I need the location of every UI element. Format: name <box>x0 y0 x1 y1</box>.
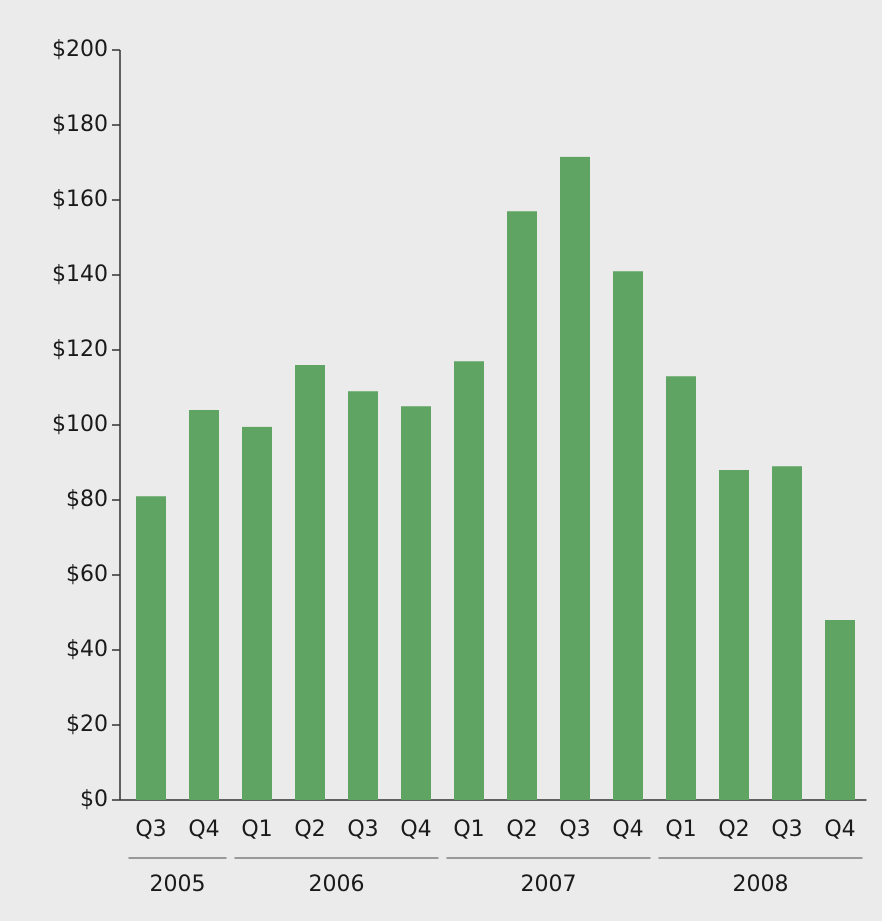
bar <box>719 470 749 800</box>
bar <box>242 426 272 800</box>
x-tick-label: Q4 <box>612 817 643 842</box>
bar <box>560 156 590 800</box>
group-label: 2005 <box>150 872 206 897</box>
bar <box>454 361 484 800</box>
x-tick-label: Q1 <box>453 817 484 842</box>
y-tick-label: $60 <box>66 562 108 587</box>
bar <box>825 620 855 800</box>
bar <box>348 391 378 800</box>
x-tick-label: Q3 <box>135 817 166 842</box>
x-tick-label: Q2 <box>294 817 325 842</box>
bar <box>613 271 643 800</box>
x-tick-label: Q3 <box>559 817 590 842</box>
x-tick-label: Q1 <box>665 817 696 842</box>
group-label: 2008 <box>733 872 789 897</box>
y-tick-label: $200 <box>52 37 108 62</box>
y-tick-label: $80 <box>66 487 108 512</box>
x-tick-label: Q4 <box>400 817 431 842</box>
y-tick-label: $20 <box>66 712 108 737</box>
y-tick-label: $120 <box>52 337 108 362</box>
bar <box>295 365 325 800</box>
bar <box>401 406 431 800</box>
y-tick-label: $40 <box>66 637 108 662</box>
x-tick-label: Q4 <box>824 817 855 842</box>
x-tick-label: Q2 <box>718 817 749 842</box>
x-tick-label: Q3 <box>347 817 378 842</box>
group-label: 2007 <box>521 872 577 897</box>
bar <box>772 466 802 800</box>
bar <box>136 496 166 800</box>
x-tick-label: Q4 <box>188 817 219 842</box>
x-tick-label: Q3 <box>771 817 802 842</box>
y-tick-label: $0 <box>80 787 108 812</box>
x-tick-label: Q1 <box>241 817 272 842</box>
x-tick-label: Q2 <box>506 817 537 842</box>
group-label: 2006 <box>309 872 365 897</box>
bar <box>189 410 219 800</box>
y-tick-label: $180 <box>52 112 108 137</box>
y-tick-label: $100 <box>52 412 108 437</box>
y-tick-label: $160 <box>52 187 108 212</box>
y-tick-label: $140 <box>52 262 108 287</box>
bar <box>507 211 537 800</box>
bar <box>666 376 696 800</box>
